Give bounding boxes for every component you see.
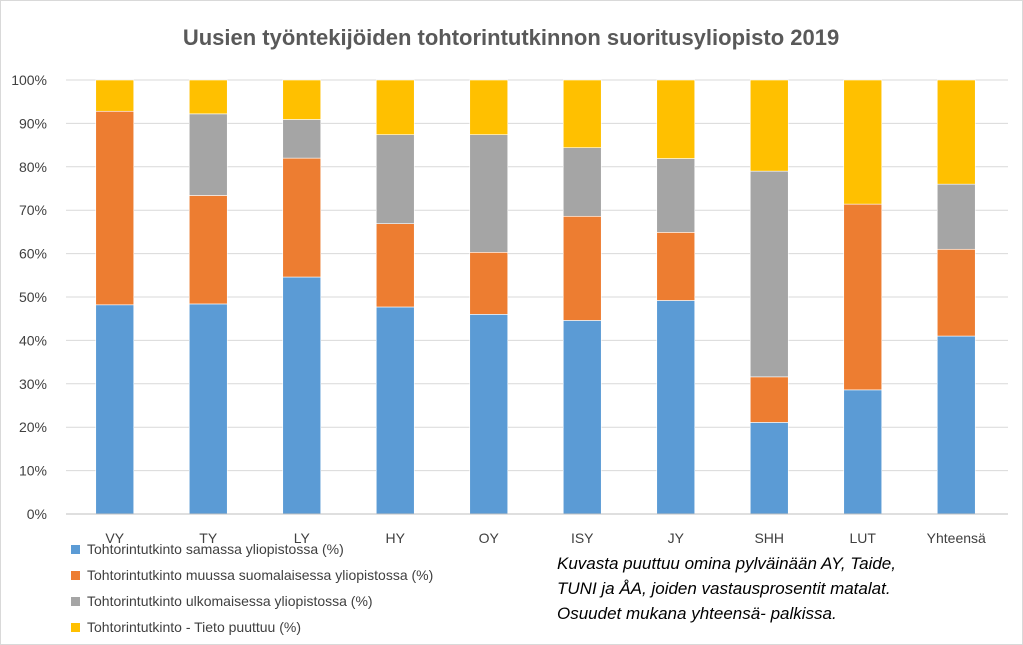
annotation-line: TUNI ja ÅA, joiden vastausprosentit mata… — [557, 579, 891, 598]
bar-segment-ly-series-3 — [282, 119, 322, 159]
bar-segment-jy-series-1 — [656, 300, 696, 515]
bar-segment-ly-series-2 — [282, 157, 322, 278]
annotation-note: Kuvasta puuttuu omina pylväinään AY, Tai… — [557, 554, 896, 623]
bar-segment-hy-series-1 — [375, 306, 415, 515]
annotation-line: Kuvasta puuttuu omina pylväinään AY, Tai… — [557, 554, 896, 573]
bar-segment-isy-series-3 — [562, 147, 602, 217]
bar-segment-vy-series-4 — [95, 79, 135, 112]
bar-segment-yhteensä-series-3 — [936, 183, 976, 250]
bar-segment-hy-series-4 — [375, 79, 415, 135]
y-tick-label: 0% — [27, 506, 47, 522]
x-tick-label: JY — [668, 530, 685, 546]
bar-segment-shh-series-1 — [749, 422, 789, 515]
y-tick-label: 80% — [19, 159, 47, 175]
bar-segment-ly-series-4 — [282, 79, 322, 120]
y-tick-label: 70% — [19, 202, 47, 218]
axes: 0% 10% 20% 30% 40% 50% 60% 70% 80% 90% 100% VY TY LY H… — [11, 72, 1008, 546]
bar-segment-hy-series-3 — [375, 134, 415, 224]
y-tick-label: 20% — [19, 419, 47, 435]
bar-segment-ly-series-1 — [282, 276, 322, 515]
bar-segment-shh-series-3 — [749, 170, 789, 378]
bar-segment-vy-series-1 — [95, 304, 135, 515]
bar-segment-shh-series-2 — [749, 376, 789, 423]
bar-segment-oy-series-1 — [469, 314, 509, 515]
bar-segment-ty-series-4 — [188, 79, 228, 115]
chart-title: Uusien työntekijöiden tohtorintutkinnon … — [183, 25, 839, 50]
bar-segment-oy-series-2 — [469, 251, 509, 315]
bar-segment-shh-series-4 — [749, 79, 789, 172]
x-tick-label: OY — [479, 530, 500, 546]
y-tick-label: 10% — [19, 463, 47, 479]
y-tick-label: 90% — [19, 115, 47, 131]
bar-segment-isy-series-1 — [562, 320, 602, 515]
bar-segment-oy-series-3 — [469, 134, 509, 253]
bar-segment-yhteensä-series-4 — [936, 79, 976, 185]
bar-segment-hy-series-2 — [375, 223, 415, 308]
bar-segment-isy-series-4 — [562, 79, 602, 149]
legend-swatch — [71, 623, 80, 632]
legend-label: Tohtorintutkinto samassa yliopistossa (%… — [87, 541, 344, 557]
bar-segment-lut-series-4 — [843, 79, 883, 205]
x-tick-label: SHH — [754, 530, 784, 546]
bar-segment-yhteensä-series-1 — [936, 335, 976, 515]
bar-segment-ty-series-1 — [188, 303, 228, 515]
legend-swatch — [71, 597, 80, 606]
legend-swatch — [71, 571, 80, 580]
bar-segment-oy-series-4 — [469, 79, 509, 135]
bar-segment-ty-series-2 — [188, 195, 228, 305]
bar-segment-ty-series-3 — [188, 113, 228, 196]
x-tick-label: ISY — [571, 530, 594, 546]
y-tick-label: 50% — [19, 289, 47, 305]
bar-segment-lut-series-2 — [843, 203, 883, 391]
y-tick-label: 30% — [19, 376, 47, 392]
x-tick-label: Yhteensä — [927, 530, 986, 546]
bars — [95, 79, 976, 515]
legend-label: Tohtorintutkinto ulkomaisessa yliopistos… — [87, 593, 373, 609]
legend-swatch — [71, 545, 80, 554]
bar-segment-jy-series-2 — [656, 232, 696, 301]
y-tick-label: 40% — [19, 332, 47, 348]
x-tick-label: LY — [294, 530, 311, 546]
legend-label: Tohtorintutkinto - Tieto puuttuu (%) — [87, 619, 301, 635]
annotation-line: Osuudet mukana yhteensä- palkissa. — [557, 604, 837, 623]
x-tick-label: LUT — [850, 530, 877, 546]
y-tick-label: 100% — [11, 72, 47, 88]
legend: Tohtorintutkinto samassa yliopistossa (%… — [71, 541, 433, 635]
legend-label: Tohtorintutkinto muussa suomalaisessa yl… — [87, 567, 433, 583]
bar-segment-jy-series-4 — [656, 79, 696, 159]
bar-segment-jy-series-3 — [656, 158, 696, 233]
y-tick-label: 60% — [19, 246, 47, 262]
x-tick-label: VY — [105, 530, 124, 546]
x-tick-label: HY — [386, 530, 406, 546]
bar-segment-vy-series-2 — [95, 110, 135, 306]
bar-segment-lut-series-1 — [843, 389, 883, 515]
bar-segment-yhteensä-series-2 — [936, 248, 976, 337]
x-tick-label: TY — [199, 530, 218, 546]
bar-segment-isy-series-2 — [562, 215, 602, 321]
